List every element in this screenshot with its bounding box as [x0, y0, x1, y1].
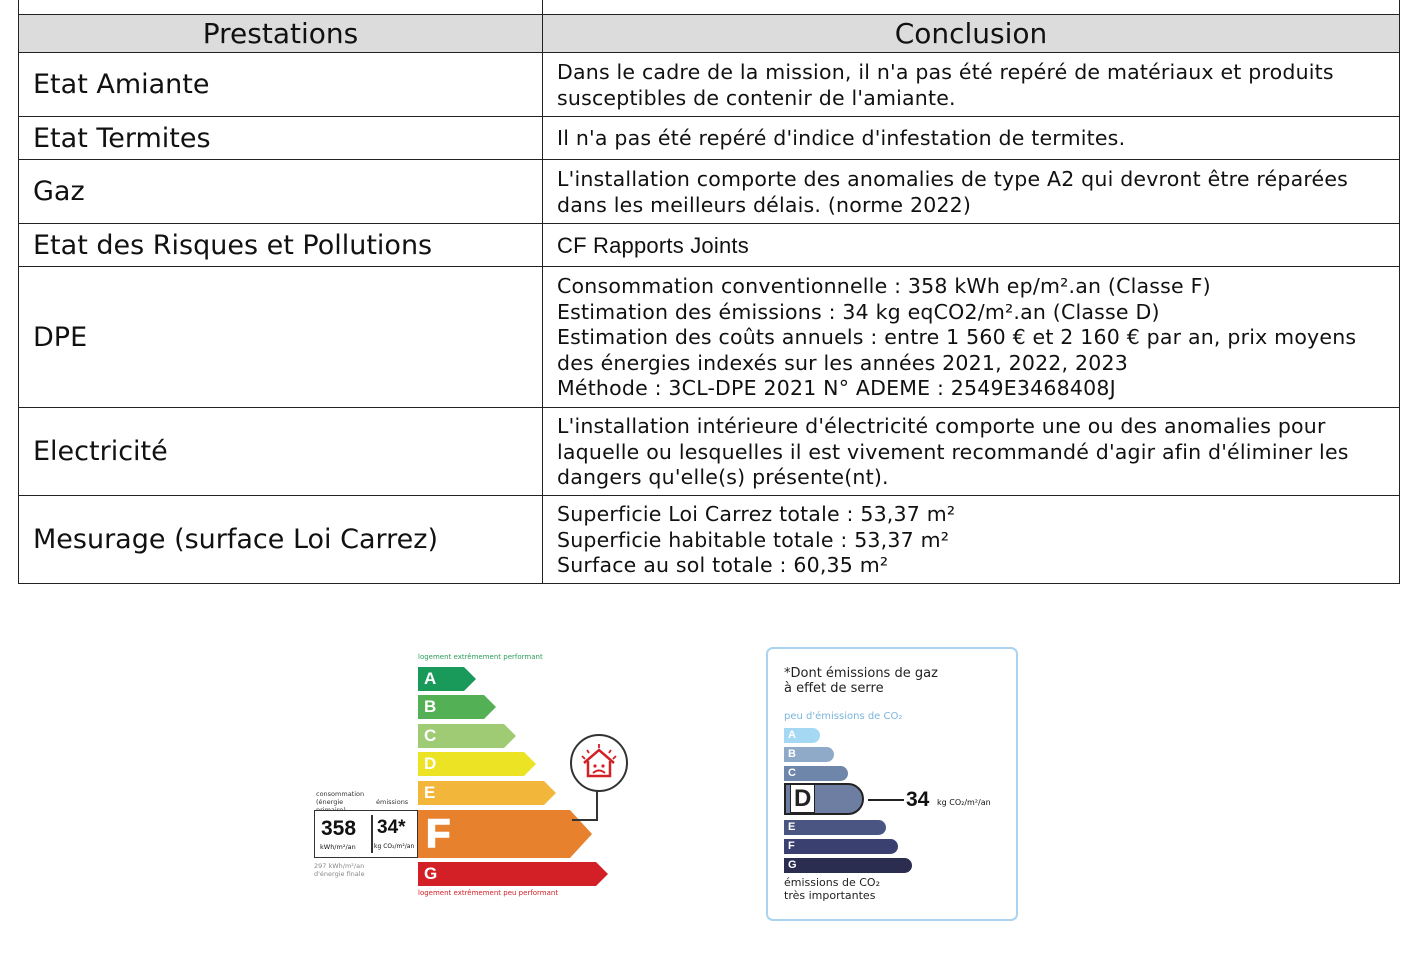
emissions-caption: émissions: [376, 798, 409, 806]
conclusion-line: des énergies indexés sur les années 2021…: [557, 350, 1128, 375]
emissions-unit: kg CO₂/m²/an: [374, 843, 415, 850]
ges-bar-e: E: [784, 820, 886, 835]
ges-value-connector: [868, 799, 904, 801]
conclusion-line: Estimation des émissions : 34 kg eqCO2/m…: [557, 299, 1160, 324]
conclusion-line: Dans le cadre de la mission, il n'a pas …: [557, 60, 1334, 84]
conclusion-line: Il n'a pas été repéré d'indice d'infesta…: [557, 126, 1126, 151]
ges-bar-g: G: [784, 858, 912, 873]
row-label: Electricité: [18, 407, 543, 496]
house-passoire-icon: [570, 734, 628, 792]
row-label: Mesurage (surface Loi Carrez): [18, 495, 543, 584]
ges-class-label: *Dont émissions de gaz à effet de serre …: [766, 647, 1018, 921]
ges-low-caption: peu d'émissions de CO₂: [784, 711, 903, 722]
table-row: Etat Termites Il n'a pas été repéré d'in…: [18, 116, 1400, 160]
energy-bar-g: G: [418, 862, 608, 886]
house-connector-line: [572, 786, 598, 821]
diagnostics-table: Prestations Conclusion Etat Amiante Dans…: [18, 0, 1400, 584]
row-conclusion: Dans le cadre de la mission, il n'a pas …: [542, 52, 1400, 117]
energy-class-label: logement extrêmement performant A B C D …: [310, 650, 640, 900]
conclusion-line: Superficie Loi Carrez totale : 53,37 m²: [557, 502, 956, 527]
ges-high-caption-line2: très importantes: [784, 889, 876, 902]
conclusion-line: L'installation intérieure d'électricité …: [557, 414, 1326, 439]
header-prestations: Prestations: [18, 14, 543, 53]
ges-bar-c: C: [784, 766, 848, 781]
conclusion-line: Estimation des coûts annuels : entre 1 5…: [557, 325, 1357, 350]
row-label: Gaz: [18, 159, 543, 224]
emissions-value: 34*: [377, 817, 406, 838]
conclusion-line: CF Rapports Joints: [557, 233, 749, 259]
row-label: DPE: [18, 266, 543, 408]
ges-bar-a: A: [784, 728, 820, 743]
ges-note-line1: *Dont émissions de gaz: [784, 666, 938, 681]
energy-bar-e: E: [418, 781, 556, 805]
row-conclusion: Superficie Loi Carrez totale : 53,37 m² …: [542, 495, 1400, 584]
consumption-unit: kWh/m²/an: [320, 843, 356, 851]
energy-value-box: 358 34* kWh/m²/an kg CO₂/m²/an: [314, 810, 418, 858]
conclusion-line: L'installation comporte des anomalies de…: [557, 167, 1349, 191]
ges-bar-b: B: [784, 747, 834, 762]
table-row: Etat des Risques et Pollutions CF Rappor…: [18, 223, 1400, 267]
table-row: Electricité L'installation intérieure d'…: [18, 407, 1400, 496]
conclusion-line: laquelle ou lesquelles il est vivement r…: [557, 439, 1349, 464]
conclusion-line: dangers qu'elle(s) présente(nt).: [557, 465, 889, 490]
ges-high-caption: émissions de CO₂ très importantes: [784, 876, 880, 902]
energy-bar-a: A: [418, 667, 476, 691]
ges-unit: kg CO₂/m²/an: [937, 798, 991, 807]
value-separator: [371, 815, 373, 853]
table-row: Etat Amiante Dans le cadre de la mission…: [18, 52, 1400, 117]
energy-bar-d: D: [418, 752, 536, 776]
header-conclusion: Conclusion: [542, 14, 1400, 53]
final-energy-note: 297 kWh/m²/an d'énergie finale: [314, 862, 365, 878]
ges-high-caption-line1: émissions de CO₂: [784, 876, 880, 889]
row-label: Etat des Risques et Pollutions: [18, 223, 543, 267]
table-top-spacer: [18, 0, 1400, 15]
table-row: Mesurage (surface Loi Carrez) Superficie…: [18, 495, 1400, 584]
energy-bar-f-current: F: [418, 810, 592, 858]
row-conclusion: L'installation comporte des anomalies de…: [542, 159, 1400, 224]
conclusion-line: susceptibles de contenir de l'amiante.: [557, 85, 956, 110]
ges-bar-d-current: D: [784, 783, 864, 815]
conclusion-line: Superficie habitable totale : 53,37 m²: [557, 527, 950, 552]
ges-note-line2: à effet de serre: [784, 681, 884, 696]
ges-bar-f: F: [784, 839, 898, 854]
table-header-row: Prestations Conclusion: [18, 14, 1400, 53]
table-row: Gaz L'installation comporte des anomalie…: [18, 159, 1400, 224]
ges-value: 34: [906, 788, 930, 811]
conclusion-line: Consommation conventionnelle : 358 kWh e…: [557, 274, 1211, 299]
conclusion-line: Méthode : 3CL-DPE 2021 N° ADEME : 2549E3…: [557, 376, 1116, 401]
energy-bar-c: C: [418, 724, 516, 748]
row-conclusion: Consommation conventionnelle : 358 kWh e…: [542, 266, 1400, 408]
table-row: DPE Consommation conventionnelle : 358 k…: [18, 266, 1400, 408]
final-energy-value: 297 kWh/m²/an: [314, 862, 365, 870]
conclusion-line: dans les meilleurs délais. (norme 2022): [557, 192, 972, 217]
energy-bar-b: B: [418, 695, 496, 719]
row-conclusion: Il n'a pas été repéré d'indice d'infesta…: [542, 116, 1400, 160]
consumption-value: 358: [321, 817, 357, 840]
row-conclusion: CF Rapports Joints: [542, 223, 1400, 267]
energy-bottom-caption: logement extrêmement peu performant: [418, 889, 559, 897]
row-label: Etat Amiante: [18, 52, 543, 117]
energy-top-caption: logement extrêmement performant: [418, 653, 543, 661]
final-energy-caption: d'énergie finale: [314, 870, 365, 878]
row-label: Etat Termites: [18, 116, 543, 160]
ges-note: *Dont émissions de gaz à effet de serre: [784, 666, 938, 696]
ges-current-class: D: [790, 784, 816, 813]
row-conclusion: L'installation intérieure d'électricité …: [542, 407, 1400, 496]
conclusion-line: Surface au sol totale : 60,35 m²: [557, 553, 889, 578]
